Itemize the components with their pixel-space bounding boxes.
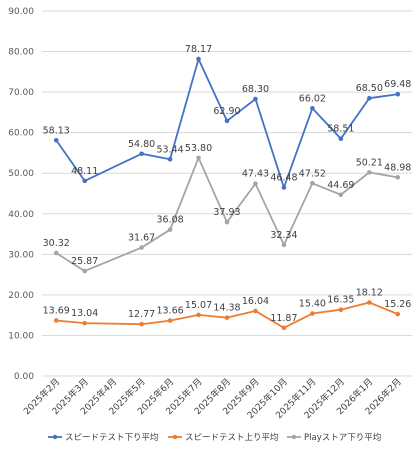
data-label: 66.02	[299, 93, 326, 104]
data-point	[310, 180, 315, 186]
data-point	[338, 136, 344, 142]
data-label: 25.87	[71, 256, 98, 267]
legend-marker	[172, 434, 178, 440]
data-point	[281, 325, 287, 331]
data-label: 53.44	[156, 144, 183, 155]
gridlines	[42, 10, 412, 377]
data-point	[196, 312, 201, 318]
data-point	[253, 308, 258, 314]
data-label: 15.07	[185, 300, 212, 311]
data-label: 48.98	[384, 162, 411, 173]
data-point	[395, 175, 401, 180]
data-point	[310, 311, 315, 316]
data-label: 13.69	[43, 305, 70, 316]
legend: スピードテスト下り平均 スピードテスト上り平均 Playストア下り平均	[48, 432, 381, 443]
data-label: 31.67	[128, 233, 155, 244]
data-point	[310, 105, 315, 111]
data-label: 50.21	[356, 157, 383, 168]
data-label: 48.11	[71, 166, 98, 177]
data-point	[139, 321, 144, 327]
data-label: 47.43	[242, 169, 269, 180]
data-label: 13.04	[71, 308, 98, 319]
data-point	[253, 181, 258, 186]
data-label: 78.17	[185, 44, 212, 55]
legend-label: スピードテスト下り平均	[65, 432, 159, 443]
data-label: 62.90	[213, 106, 240, 117]
legend-marker	[52, 434, 58, 440]
data-point	[338, 307, 344, 312]
data-point	[82, 320, 87, 326]
data-label: 47.52	[299, 168, 326, 179]
data-label: 15.26	[384, 299, 411, 310]
data-label: 58.51	[327, 124, 354, 135]
legend-marker	[291, 434, 297, 440]
data-point	[253, 96, 258, 102]
data-point	[395, 311, 401, 317]
data-label: 14.38	[213, 303, 240, 314]
y-tick-label: 20.00	[8, 291, 34, 301]
y-tick-label: 90.00	[8, 7, 34, 17]
data-label: 46.48	[270, 172, 297, 183]
y-tick-label: 10.00	[8, 331, 34, 341]
data-label: 30.32	[43, 238, 70, 249]
legend-label: Playストア下り平均	[304, 432, 381, 443]
data-label: 12.77	[128, 309, 155, 320]
data-point	[53, 250, 59, 256]
data-label: 68.30	[242, 84, 269, 95]
series-lines	[53, 56, 401, 331]
data-label: 44.69	[327, 180, 354, 191]
data-point	[167, 227, 173, 232]
legend-label: スピードテスト上り平均	[185, 432, 279, 443]
y-tick-label: 30.00	[8, 250, 34, 260]
series-line-2	[55, 156, 398, 272]
data-label: 36.08	[156, 215, 183, 226]
data-point	[281, 242, 287, 248]
y-tick-label: 80.00	[8, 48, 34, 58]
data-point	[82, 178, 87, 184]
data-point	[224, 315, 230, 320]
data-point	[139, 151, 144, 157]
y-tick-label: 50.00	[8, 169, 34, 179]
data-point	[224, 219, 230, 225]
data-point	[196, 155, 201, 161]
data-label: 15.40	[299, 299, 326, 310]
data-label: 11.87	[270, 313, 297, 324]
data-label: 58.13	[43, 125, 70, 136]
y-tick-label: 60.00	[8, 129, 34, 139]
series-line-0	[55, 58, 398, 189]
data-label: 69.48	[384, 79, 411, 90]
data-point	[281, 185, 287, 190]
data-point	[367, 300, 372, 305]
data-label: 32.34	[270, 230, 297, 241]
data-label: 68.50	[356, 83, 383, 94]
x-axis-ticks: 2025年2月2025年3月2025年4月2025年5月2025年6月2025年…	[21, 376, 404, 422]
y-tick-label: 0.00	[14, 372, 34, 382]
data-point	[224, 118, 230, 124]
data-label: 13.66	[156, 306, 183, 317]
data-label: 53.80	[185, 143, 212, 154]
data-point	[367, 170, 372, 175]
data-label: 18.12	[356, 288, 383, 299]
data-label: 16.35	[327, 295, 354, 306]
data-point	[196, 56, 201, 62]
data-point	[167, 156, 173, 162]
data-point	[139, 245, 144, 250]
data-label: 16.04	[242, 296, 269, 307]
y-tick-label: 40.00	[8, 210, 34, 220]
y-tick-label: 70.00	[8, 88, 34, 98]
data-point	[167, 318, 173, 323]
data-point	[53, 137, 59, 143]
data-point	[395, 91, 401, 97]
data-point	[367, 95, 372, 101]
y-axis-ticks: 0.00 10.00 20.00 30.00 40.00 50.00 60.00 70.00 8…	[8, 7, 34, 382]
data-point	[338, 192, 344, 198]
data-label: 54.80	[128, 139, 155, 150]
series-line-1	[56, 301, 399, 329]
data-label: 37.93	[213, 207, 240, 218]
data-point	[82, 268, 87, 274]
data-point	[53, 318, 59, 323]
